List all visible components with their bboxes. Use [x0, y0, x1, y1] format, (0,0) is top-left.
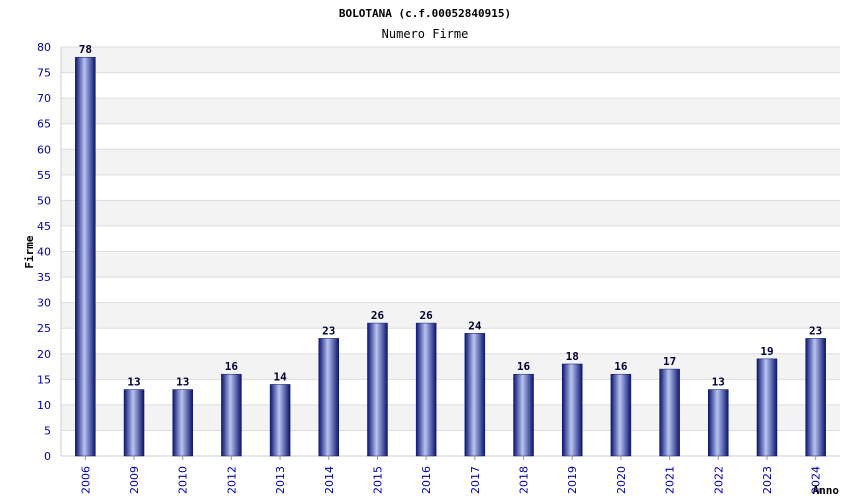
x-tick-label: 2009 [128, 466, 141, 494]
bar [561, 363, 583, 457]
grid-band [61, 328, 840, 354]
x-tick-label: 2020 [615, 466, 628, 494]
y-tick-label: 20 [37, 348, 51, 361]
y-tick-label: 5 [44, 424, 51, 437]
bar-value-label: 13 [176, 376, 189, 389]
bar [123, 389, 145, 457]
bar [464, 333, 486, 457]
bar-value-label: 23 [322, 324, 335, 337]
bar [513, 373, 534, 457]
chart-subtitle: Numero Firme [382, 27, 469, 41]
bar-value-label: 26 [371, 309, 385, 322]
y-tick-label: 25 [37, 322, 51, 335]
y-axis: 0 5 10 15 20 25 30 35 40 45 50 55 60 65 70 75 80 [37, 41, 51, 463]
bar [756, 358, 778, 457]
x-tick-label: 2014 [323, 466, 336, 494]
bar-value-label: 17 [663, 355, 676, 368]
bar-value-label: 14 [273, 370, 287, 383]
bar [318, 338, 340, 457]
bar [659, 368, 680, 457]
x-tick-label: 2012 [225, 466, 238, 494]
x-tick-label: 2018 [518, 466, 531, 494]
grid-band [61, 200, 840, 226]
chart-title: BOLOTANA (c.f.00052840915) [339, 7, 511, 20]
x-tick-label: 2015 [371, 466, 384, 494]
bar [75, 56, 96, 457]
y-tick-label: 50 [37, 194, 51, 207]
x-tick-label: 2022 [712, 466, 725, 494]
x-tick-label: 2024 [810, 466, 823, 494]
grid-band [61, 98, 840, 124]
y-tick-label: 60 [37, 143, 51, 156]
bar-value-label: 78 [79, 43, 92, 56]
bar [708, 389, 729, 457]
bar-value-label: 24 [468, 319, 482, 332]
bars: 78 13 13 16 14 23 26 26 24 16 18 16 17 13 19 23 [75, 43, 826, 457]
x-tick-label: 2010 [177, 466, 190, 494]
y-tick-label: 55 [37, 169, 51, 182]
grid-band [61, 47, 840, 73]
y-tick-label: 0 [44, 450, 51, 463]
x-tick-label: 2021 [664, 466, 677, 494]
y-tick-label: 75 [37, 67, 51, 80]
x-tick-label: 2013 [274, 466, 287, 494]
y-tick-label: 10 [37, 399, 51, 412]
grid-band [61, 225, 840, 252]
bar [805, 338, 826, 457]
y-tick-label: 70 [37, 92, 51, 105]
x-axis-label: Anno [813, 484, 840, 497]
bar-value-label: 16 [517, 360, 531, 373]
bar [610, 373, 632, 457]
y-tick-label: 15 [37, 373, 51, 386]
grid-band [61, 174, 840, 201]
grid-band [61, 251, 840, 278]
bar-value-label: 23 [809, 324, 822, 337]
y-tick-label: 45 [37, 220, 51, 233]
grid-band [61, 277, 840, 303]
bar [172, 389, 193, 457]
y-tick-label: 80 [37, 41, 51, 54]
x-tick-label: 2006 [79, 466, 92, 494]
x-tick-label: 2016 [420, 466, 433, 494]
bar-value-label: 13 [127, 376, 140, 389]
bar [269, 384, 291, 457]
bar [221, 373, 242, 457]
grid-band [61, 72, 840, 99]
x-tick-label: 2017 [469, 466, 482, 494]
bar-value-label: 16 [614, 360, 628, 373]
x-tick-label: 2023 [761, 466, 774, 494]
bar-value-label: 16 [225, 360, 239, 373]
bar-value-label: 18 [566, 350, 579, 363]
grid-band [61, 353, 840, 380]
y-tick-label: 30 [37, 297, 51, 310]
bar [415, 322, 437, 457]
bar [367, 322, 388, 457]
grid-band [61, 123, 840, 150]
grid-band [61, 149, 840, 175]
bar-value-label: 19 [760, 345, 773, 358]
bar-value-label: 13 [712, 376, 725, 389]
y-tick-label: 40 [37, 246, 51, 259]
grid-band [61, 302, 840, 329]
y-tick-label: 65 [37, 118, 51, 131]
x-tick-label: 2019 [566, 466, 579, 494]
bar-value-label: 26 [420, 309, 434, 322]
y-axis-label: Firme [23, 235, 36, 268]
y-tick-label: 35 [37, 271, 51, 284]
x-axis: 2006 2009 2010 2012 2013 2014 2015 2016 2017 2018… [79, 456, 823, 494]
